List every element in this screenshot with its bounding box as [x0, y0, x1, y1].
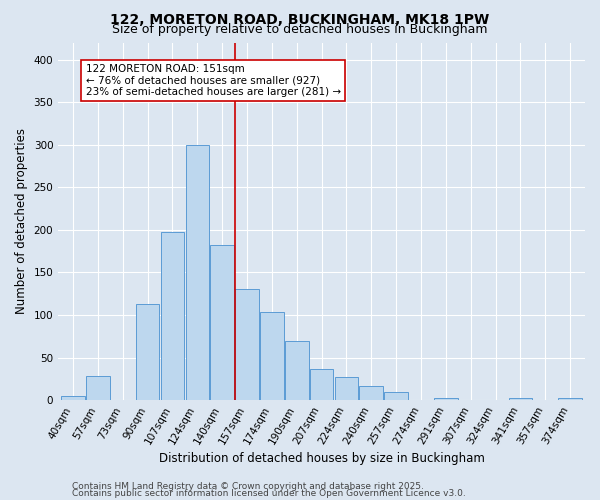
Text: 122 MORETON ROAD: 151sqm
← 76% of detached houses are smaller (927)
23% of semi-: 122 MORETON ROAD: 151sqm ← 76% of detach…: [86, 64, 341, 97]
Text: Contains HM Land Registry data © Crown copyright and database right 2025.: Contains HM Land Registry data © Crown c…: [72, 482, 424, 491]
Text: Contains public sector information licensed under the Open Government Licence v3: Contains public sector information licen…: [72, 490, 466, 498]
Bar: [211, 245, 234, 400]
Bar: [136, 304, 160, 400]
Y-axis label: Number of detached properties: Number of detached properties: [15, 128, 28, 314]
Text: Size of property relative to detached houses in Buckingham: Size of property relative to detached ho…: [112, 22, 488, 36]
Bar: [359, 386, 383, 400]
Bar: [509, 398, 532, 400]
Bar: [86, 376, 110, 400]
Bar: [161, 232, 184, 400]
Bar: [61, 396, 85, 400]
Bar: [434, 398, 458, 400]
Bar: [558, 398, 582, 400]
Bar: [335, 377, 358, 400]
X-axis label: Distribution of detached houses by size in Buckingham: Distribution of detached houses by size …: [158, 452, 485, 465]
Bar: [310, 368, 334, 400]
Bar: [285, 340, 308, 400]
Bar: [235, 290, 259, 400]
Text: 122, MORETON ROAD, BUCKINGHAM, MK18 1PW: 122, MORETON ROAD, BUCKINGHAM, MK18 1PW: [110, 12, 490, 26]
Bar: [385, 392, 408, 400]
Bar: [185, 144, 209, 400]
Bar: [260, 312, 284, 400]
